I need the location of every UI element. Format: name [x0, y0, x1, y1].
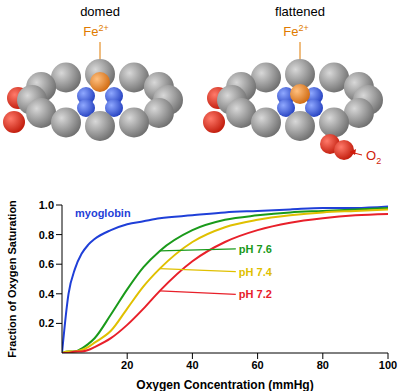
svg-text:0.2: 0.2: [39, 317, 54, 329]
svg-text:Fe2+: Fe2+: [83, 23, 108, 39]
svg-text:Fe2+: Fe2+: [283, 23, 308, 39]
svg-text:20: 20: [121, 359, 133, 371]
svg-text:pH 7.2: pH 7.2: [239, 288, 272, 300]
svg-text:Oxygen Concentration (mmHg): Oxygen Concentration (mmHg): [136, 378, 313, 391]
svg-text:80: 80: [317, 359, 329, 371]
svg-text:0.8: 0.8: [39, 229, 54, 241]
svg-text:pH 7.4: pH 7.4: [239, 266, 273, 278]
svg-text:flattened: flattened: [275, 4, 325, 19]
svg-text:1.0: 1.0: [39, 199, 54, 211]
svg-text:Fraction of Oxygen Saturation: Fraction of Oxygen Saturation: [6, 200, 18, 358]
svg-text:0.6: 0.6: [39, 258, 54, 270]
svg-text:60: 60: [251, 359, 263, 371]
svg-text:pH 7.6: pH 7.6: [239, 243, 272, 255]
svg-text:0.4: 0.4: [39, 288, 55, 300]
svg-text:myoglobin: myoglobin: [75, 207, 131, 219]
svg-text:domed: domed: [80, 4, 120, 19]
svg-text:100: 100: [379, 359, 397, 371]
svg-text:O2: O2: [366, 148, 381, 166]
svg-text:40: 40: [186, 359, 198, 371]
